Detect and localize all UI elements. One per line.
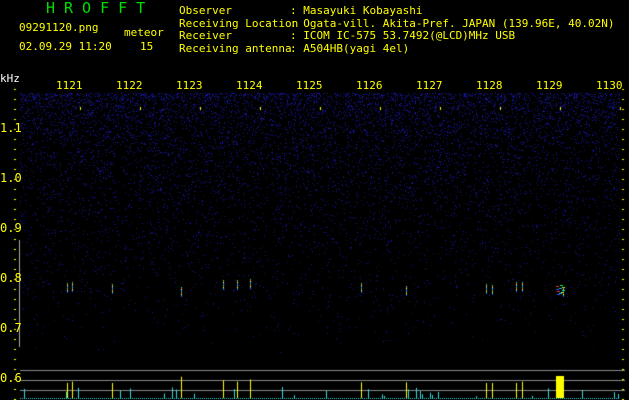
info-label: Receiver — [179, 29, 232, 42]
datetime: 02.09.29 11:20 — [19, 40, 112, 53]
y-axis-unit: kHz — [0, 72, 20, 85]
y-tick-label: 0.9 — [0, 221, 22, 235]
x-tick-label: 1127 — [416, 79, 443, 92]
x-tick-label: 1122 — [116, 79, 143, 92]
x-tick-label: 1126 — [356, 79, 383, 92]
info-value: : Masayuki Kobayashi — [290, 4, 423, 17]
info-label: Observer — [179, 4, 232, 17]
x-tick-label: 1130 — [596, 79, 623, 92]
app-title: HROFFT — [46, 0, 155, 17]
info-value: : A504HB(yagi 4el) — [290, 41, 410, 55]
y-tick-label: 0.7 — [0, 321, 22, 335]
y-tick-label: 1.0 — [0, 171, 22, 185]
info-value: : Ogata-vill. Akita-Pref. JAPAN (139.96E… — [290, 16, 615, 30]
x-tick-label: 1129 — [536, 79, 563, 92]
info-label: Receiving antenna — [179, 41, 292, 55]
meteor-count: 15 — [140, 40, 154, 53]
x-tick-label: 1125 — [296, 79, 323, 92]
x-tick-label: 1121 — [56, 79, 83, 92]
y-tick-label: 1.1 — [0, 121, 22, 135]
x-tick-label: 1124 — [236, 79, 263, 92]
info-value: : ICOM IC-575 53.7492(@LCD)MHz USB — [290, 29, 516, 42]
meteor-label: meteor — [124, 26, 164, 39]
filename: 09291120.png — [19, 21, 99, 34]
y-tick-label: 0.8 — [0, 271, 22, 285]
x-tick-label: 1123 — [176, 79, 203, 92]
x-tick-label: 1128 — [476, 79, 503, 92]
info-label: Receiving Location — [179, 16, 299, 30]
y-tick-label: 0.6 — [0, 371, 22, 385]
